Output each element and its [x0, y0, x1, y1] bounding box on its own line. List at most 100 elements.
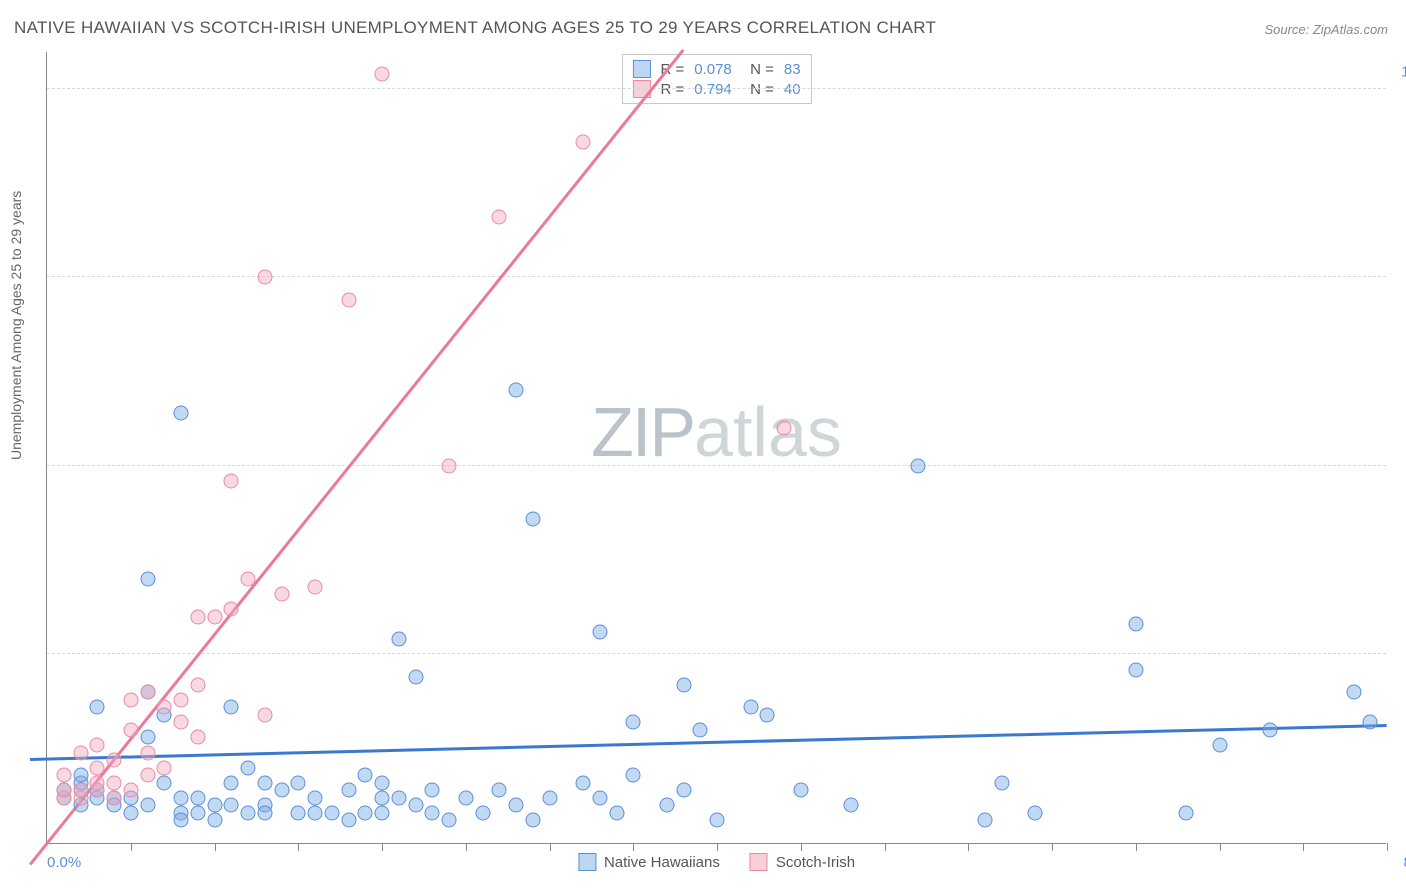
data-point — [90, 760, 105, 775]
data-point — [1179, 805, 1194, 820]
trend-line — [29, 49, 684, 865]
data-point — [676, 677, 691, 692]
data-point — [174, 813, 189, 828]
y-tick-label: 100.0% — [1401, 63, 1406, 80]
data-point — [626, 715, 641, 730]
x-tick — [633, 843, 634, 851]
data-point — [224, 798, 239, 813]
data-point — [174, 790, 189, 805]
data-point — [425, 805, 440, 820]
data-point — [107, 790, 122, 805]
x-tick — [1052, 843, 1053, 851]
data-point — [157, 760, 172, 775]
data-point — [592, 790, 607, 805]
x-tick — [550, 843, 551, 851]
chart-title: NATIVE HAWAIIAN VS SCOTCH-IRISH UNEMPLOY… — [14, 18, 936, 38]
data-point — [659, 798, 674, 813]
data-point — [1028, 805, 1043, 820]
data-point — [994, 775, 1009, 790]
data-point — [458, 790, 473, 805]
x-tick — [1387, 843, 1388, 851]
data-point — [123, 692, 138, 707]
trend-line — [30, 724, 1387, 760]
data-point — [174, 692, 189, 707]
data-point — [190, 805, 205, 820]
data-point — [291, 805, 306, 820]
data-point — [56, 783, 71, 798]
data-point — [207, 798, 222, 813]
source-attribution: Source: ZipAtlas.com — [1264, 22, 1388, 37]
data-point — [375, 66, 390, 81]
data-point — [73, 768, 88, 783]
data-point — [123, 783, 138, 798]
data-point — [341, 292, 356, 307]
data-point — [90, 737, 105, 752]
data-point — [274, 783, 289, 798]
data-point — [56, 768, 71, 783]
data-point — [123, 805, 138, 820]
watermark: ZIPatlas — [591, 392, 842, 472]
x-tick — [968, 843, 969, 851]
data-point — [207, 813, 222, 828]
x-axis-origin-label: 0.0% — [47, 854, 81, 871]
y-axis-label: Unemployment Among Ages 25 to 29 years — [8, 191, 24, 460]
x-tick — [215, 843, 216, 851]
data-point — [777, 421, 792, 436]
data-point — [174, 715, 189, 730]
legend-n-value: 83 — [784, 61, 801, 78]
data-point — [358, 805, 373, 820]
data-point — [308, 579, 323, 594]
data-point — [1128, 617, 1143, 632]
data-point — [375, 805, 390, 820]
data-point — [140, 730, 155, 745]
data-point — [224, 602, 239, 617]
legend-row: R = 0.078 N = 83 — [632, 59, 800, 79]
data-point — [140, 685, 155, 700]
data-point — [190, 677, 205, 692]
data-point — [375, 790, 390, 805]
data-point — [375, 775, 390, 790]
gridline — [47, 653, 1386, 654]
data-point — [978, 813, 993, 828]
correlation-legend: R = 0.078 N = 83R = 0.794 N = 40 — [621, 54, 811, 104]
data-point — [1128, 662, 1143, 677]
data-point — [174, 406, 189, 421]
data-point — [1363, 715, 1378, 730]
data-point — [391, 632, 406, 647]
data-point — [241, 572, 256, 587]
data-point — [609, 805, 624, 820]
data-point — [1346, 685, 1361, 700]
data-point — [509, 798, 524, 813]
data-point — [391, 790, 406, 805]
x-tick — [298, 843, 299, 851]
data-point — [324, 805, 339, 820]
data-point — [257, 805, 272, 820]
data-point — [241, 760, 256, 775]
x-tick — [1220, 843, 1221, 851]
x-tick — [1303, 843, 1304, 851]
data-point — [207, 609, 222, 624]
data-point — [308, 790, 323, 805]
gridline — [47, 465, 1386, 466]
data-point — [90, 700, 105, 715]
data-point — [257, 707, 272, 722]
data-point — [341, 783, 356, 798]
watermark-part1: ZIP — [591, 393, 694, 471]
watermark-part2: atlas — [694, 393, 842, 471]
data-point — [442, 458, 457, 473]
data-point — [425, 783, 440, 798]
data-point — [911, 458, 926, 473]
data-point — [241, 805, 256, 820]
data-point — [308, 805, 323, 820]
data-point — [525, 511, 540, 526]
data-point — [475, 805, 490, 820]
data-point — [576, 775, 591, 790]
data-point — [157, 775, 172, 790]
data-point — [1262, 722, 1277, 737]
x-tick — [466, 843, 467, 851]
legend-label: Scotch-Irish — [776, 854, 855, 871]
legend-n-value: 40 — [784, 81, 801, 98]
data-point — [542, 790, 557, 805]
data-point — [73, 745, 88, 760]
data-point — [140, 798, 155, 813]
